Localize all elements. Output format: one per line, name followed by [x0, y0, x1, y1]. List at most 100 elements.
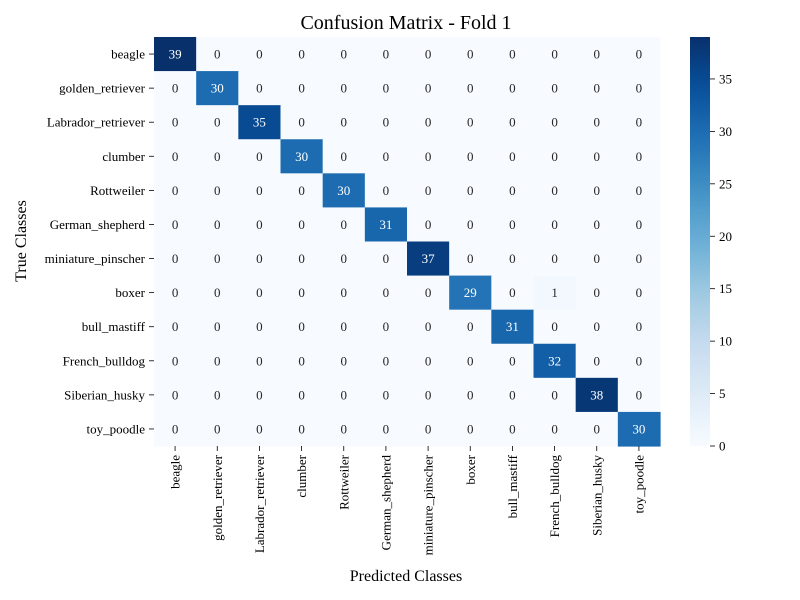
- heatmap-cell: [238, 275, 282, 311]
- cell-value-label: 31: [506, 319, 519, 334]
- cell-value-label: 0: [551, 149, 558, 164]
- cell-value-label: 0: [341, 353, 348, 368]
- heatmap-cell: [364, 173, 408, 209]
- y-tick-label: miniature_pinscher: [45, 251, 146, 266]
- cell-value-label: 0: [425, 319, 432, 334]
- heatmap-cell: [280, 173, 324, 209]
- cell-value-label: 0: [341, 387, 348, 402]
- heatmap-cell: [154, 139, 197, 174]
- y-tick-label: boxer: [115, 285, 145, 300]
- cell-value-label: 0: [551, 81, 558, 96]
- cell-value-label: 30: [295, 149, 308, 164]
- y-tick-label: clumber: [102, 149, 145, 164]
- heatmap-cell: [407, 37, 450, 72]
- cell-value-label: 0: [383, 149, 390, 164]
- cell-value-label: 0: [172, 149, 179, 164]
- x-tick-label: French_bulldog: [547, 455, 562, 538]
- heatmap-cell: [280, 411, 324, 447]
- cell-value-label: 1: [551, 285, 558, 300]
- cell-value-label: 0: [298, 387, 305, 402]
- cell-value-label: 0: [594, 149, 601, 164]
- heatmap-cell: [449, 173, 492, 209]
- cell-value-label: 0: [509, 149, 516, 164]
- heatmap-cell: [322, 71, 366, 106]
- heatmap-cell: [575, 241, 619, 277]
- heatmap-cell: [364, 343, 408, 379]
- heatmap-cell: [533, 411, 577, 447]
- heatmap-cell: [154, 309, 197, 345]
- y-tick-label: golden_retriever: [59, 81, 146, 96]
- cell-value-label: 0: [636, 353, 643, 368]
- heatmap-cell: [575, 139, 619, 174]
- x-tick-label: toy_poodle: [631, 455, 646, 514]
- heatmap-cell: [154, 71, 197, 106]
- heatmap-cell: [196, 343, 239, 379]
- heatmap-cell: [491, 71, 535, 106]
- heatmap-cell: [617, 207, 661, 243]
- cell-value-label: 0: [509, 47, 516, 62]
- cell-value-label: 0: [383, 387, 390, 402]
- cell-value-label: 0: [425, 217, 432, 232]
- cell-value-label: 0: [551, 421, 558, 436]
- heatmap-cell: [449, 207, 492, 243]
- cell-value-label: 31: [379, 217, 392, 232]
- heatmap-cell: [196, 207, 239, 243]
- cell-value-label: 0: [594, 285, 601, 300]
- cell-value-label: 0: [298, 115, 305, 130]
- cell-value-label: 0: [425, 47, 432, 62]
- cell-value-label: 0: [172, 285, 179, 300]
- cell-value-label: 0: [256, 47, 263, 62]
- y-tick-label: bull_mastiff: [82, 319, 146, 334]
- heatmap-cell: [364, 241, 408, 277]
- heatmap-cell: [491, 309, 535, 345]
- cell-value-label: 39: [169, 47, 182, 62]
- cell-value-label: 0: [214, 421, 221, 436]
- cell-value-label: 0: [425, 115, 432, 130]
- heatmap-cell: [533, 377, 577, 413]
- heatmap-cell: [575, 377, 619, 413]
- heatmap-cell: [364, 37, 408, 72]
- heatmap-cell: [280, 37, 324, 72]
- heatmap-cell: [238, 411, 282, 447]
- cell-value-label: 0: [509, 387, 516, 402]
- heatmap-cell: [364, 377, 408, 413]
- heatmap-cell: [322, 275, 366, 311]
- cell-value-label: 0: [172, 353, 179, 368]
- heatmap-cell: [322, 241, 366, 277]
- cell-value-label: 0: [551, 319, 558, 334]
- heatmap-cell: [407, 411, 450, 447]
- heatmap-cell: [533, 275, 577, 311]
- heatmap-cell: [575, 343, 619, 379]
- heatmap-cell: [322, 411, 366, 447]
- heatmap-cell: [196, 411, 239, 447]
- y-axis-label: True Classes: [13, 200, 30, 282]
- heatmap-cell: [154, 275, 197, 311]
- cell-value-label: 0: [509, 115, 516, 130]
- cell-value-label: 0: [636, 319, 643, 334]
- cell-value-label: 0: [636, 115, 643, 130]
- heatmap-cell: [491, 37, 535, 72]
- heatmap-cell: [196, 275, 239, 311]
- cell-value-label: 0: [214, 285, 221, 300]
- cell-value-label: 0: [172, 81, 179, 96]
- cell-value-label: 0: [172, 319, 179, 334]
- cell-value-label: 0: [509, 421, 516, 436]
- cell-value-label: 0: [509, 285, 516, 300]
- heatmap-cell: [154, 105, 197, 140]
- heatmap-cell: [491, 377, 535, 413]
- heatmap-cell: [491, 139, 535, 174]
- cell-value-label: 0: [467, 217, 474, 232]
- heatmap-cell: [617, 241, 661, 277]
- x-tick-label: beagle: [168, 455, 183, 489]
- cell-value-label: 0: [341, 421, 348, 436]
- heatmap-cell: [322, 309, 366, 345]
- cell-value-label: 0: [425, 421, 432, 436]
- y-tick-label: German_shepherd: [50, 217, 146, 232]
- cell-value-label: 0: [594, 421, 601, 436]
- cell-value-label: 0: [509, 217, 516, 232]
- heatmap-cell: [407, 343, 450, 379]
- heatmap-cell: [322, 343, 366, 379]
- heatmap-cell: [407, 139, 450, 174]
- heatmap-cell: [533, 343, 577, 379]
- cell-value-label: 0: [509, 353, 516, 368]
